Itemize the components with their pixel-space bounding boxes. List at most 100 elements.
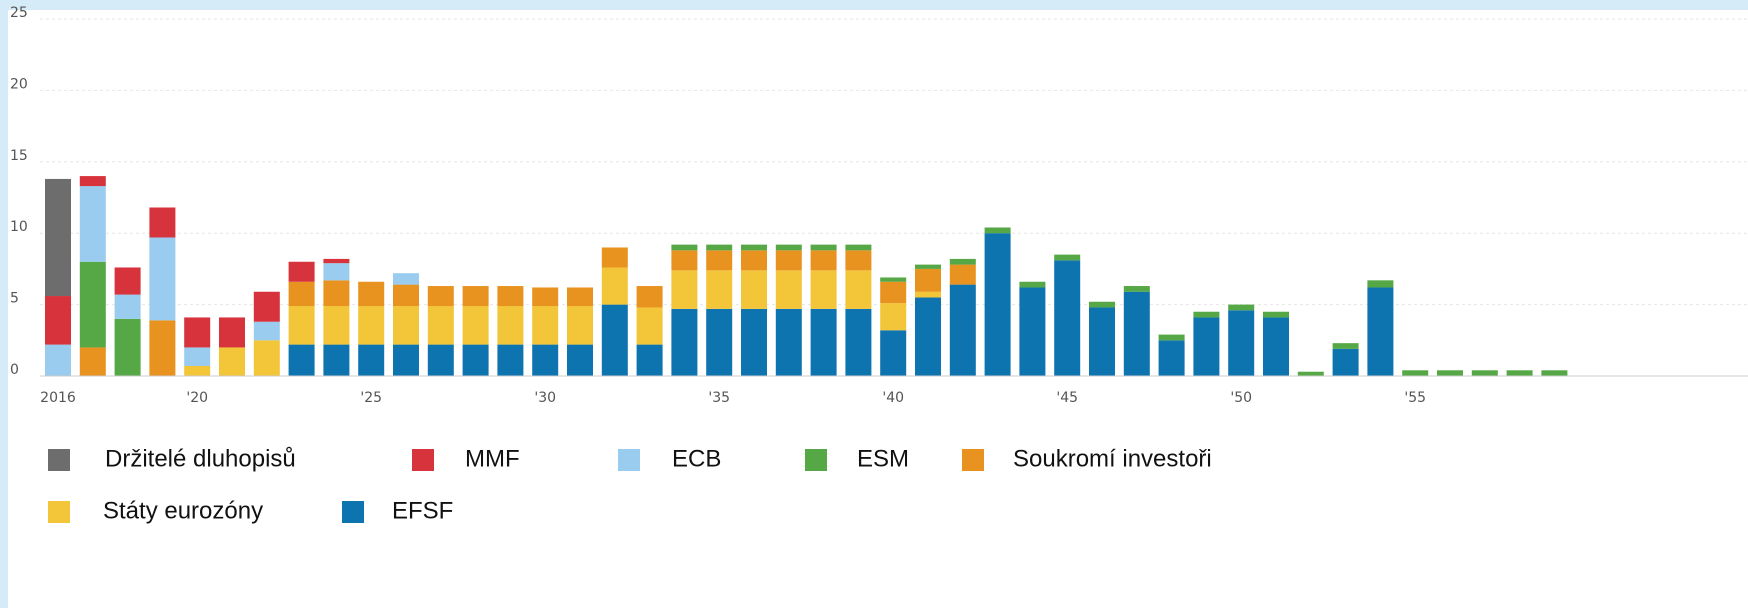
bar-segment <box>358 344 385 376</box>
legend-label: MMF <box>465 445 520 472</box>
bar-segment <box>845 270 872 309</box>
bar-segment <box>1054 254 1081 261</box>
legend-label: ECB <box>672 445 721 472</box>
x-tick-label: '20 <box>186 390 208 406</box>
bar-segment <box>984 233 1011 376</box>
bar-segment <box>741 308 767 376</box>
bar-segment <box>184 347 211 367</box>
bar-segment <box>323 258 350 264</box>
bar-segment <box>427 306 454 345</box>
x-tick-label: '45 <box>1056 390 1078 406</box>
bar-segment <box>567 306 593 345</box>
bar-segment <box>1263 311 1289 318</box>
bar-segment <box>393 306 419 345</box>
bar-segment <box>775 250 802 271</box>
bar-segment <box>219 347 245 376</box>
bar-segment <box>358 281 385 307</box>
bar-segment <box>775 270 802 309</box>
bar-segment <box>1228 304 1255 311</box>
bar-segment <box>79 261 106 348</box>
bar-segment <box>880 277 907 282</box>
y-tick-label: 25 <box>10 5 28 21</box>
bar-segment <box>323 306 350 345</box>
bar-segment <box>497 306 524 345</box>
bar-segment <box>1193 317 1220 376</box>
bar-segment <box>567 287 593 307</box>
bar-segment <box>1019 281 1046 288</box>
bar-segment <box>671 308 698 376</box>
bar-segment <box>427 286 454 307</box>
bar-segment <box>845 244 872 251</box>
bar-segment <box>1541 370 1568 376</box>
bar-segment <box>114 318 141 376</box>
bar-segment <box>915 291 941 298</box>
legend-swatch <box>48 501 70 523</box>
bar-segment <box>1228 310 1255 376</box>
bar-segment <box>810 244 837 251</box>
bar-segment <box>393 284 419 307</box>
bar-segment <box>601 247 628 268</box>
bar-segment <box>775 308 802 376</box>
bar-segment <box>45 296 71 345</box>
bar-segment <box>567 344 593 376</box>
bar-segment <box>636 344 663 376</box>
bar-segment <box>810 250 837 271</box>
legend-swatch <box>48 449 70 471</box>
bar-segment <box>1367 287 1394 376</box>
x-tick-label: '50 <box>1230 390 1252 406</box>
bar-segment <box>462 344 489 376</box>
bar-segment <box>393 344 419 376</box>
bar-segment <box>1089 307 1115 376</box>
y-tick-label: 10 <box>10 219 28 235</box>
bar-segment <box>706 270 733 309</box>
bar-segment <box>671 244 698 251</box>
bar-segment <box>601 267 628 305</box>
bar-segment <box>880 281 907 304</box>
legend-label: ESM <box>857 445 909 472</box>
bar-segment <box>288 261 315 282</box>
bar-segment <box>184 366 211 376</box>
legend-swatch <box>962 449 984 471</box>
x-tick-label: '35 <box>708 390 730 406</box>
bar-segment <box>706 244 733 251</box>
bar-segment <box>149 237 176 321</box>
x-tick-label: 2016 <box>40 390 76 406</box>
bar-segment <box>79 186 106 262</box>
bar-segment <box>949 258 976 265</box>
bar-segment <box>706 308 733 376</box>
bar-segment <box>532 344 559 376</box>
bar-segment <box>462 286 489 307</box>
y-tick-label: 5 <box>10 291 19 307</box>
bar-segment <box>1437 370 1463 376</box>
bar-segment <box>915 264 941 269</box>
bar-segment <box>358 306 385 345</box>
bar-segment <box>880 303 907 331</box>
bar-segment <box>45 178 71 297</box>
bar-segment <box>1123 286 1150 292</box>
x-tick-label: '55 <box>1404 390 1426 406</box>
legend-swatch <box>342 501 364 523</box>
bar-segment <box>184 317 211 348</box>
bar-segment <box>1367 280 1394 288</box>
bar-segment <box>671 270 698 309</box>
bar-segment <box>323 263 350 281</box>
bar-segment <box>1506 370 1533 376</box>
bar-segment <box>845 250 872 271</box>
bar-segment <box>741 244 767 251</box>
bar-segment <box>1089 301 1115 308</box>
bar-segment <box>1263 317 1289 376</box>
bar-segment <box>949 284 976 376</box>
bar-segment <box>949 264 976 285</box>
bar-segment <box>601 304 628 376</box>
bar-segment <box>149 207 176 238</box>
x-tick-label: '40 <box>882 390 904 406</box>
legend-label: Soukromí investoři <box>1013 445 1212 472</box>
bar-segment <box>741 250 767 271</box>
legend-swatch <box>805 449 827 471</box>
bar-segment <box>114 294 141 319</box>
bar-segment <box>1123 291 1150 376</box>
bar-segment <box>810 270 837 309</box>
bar-segment <box>880 330 907 376</box>
